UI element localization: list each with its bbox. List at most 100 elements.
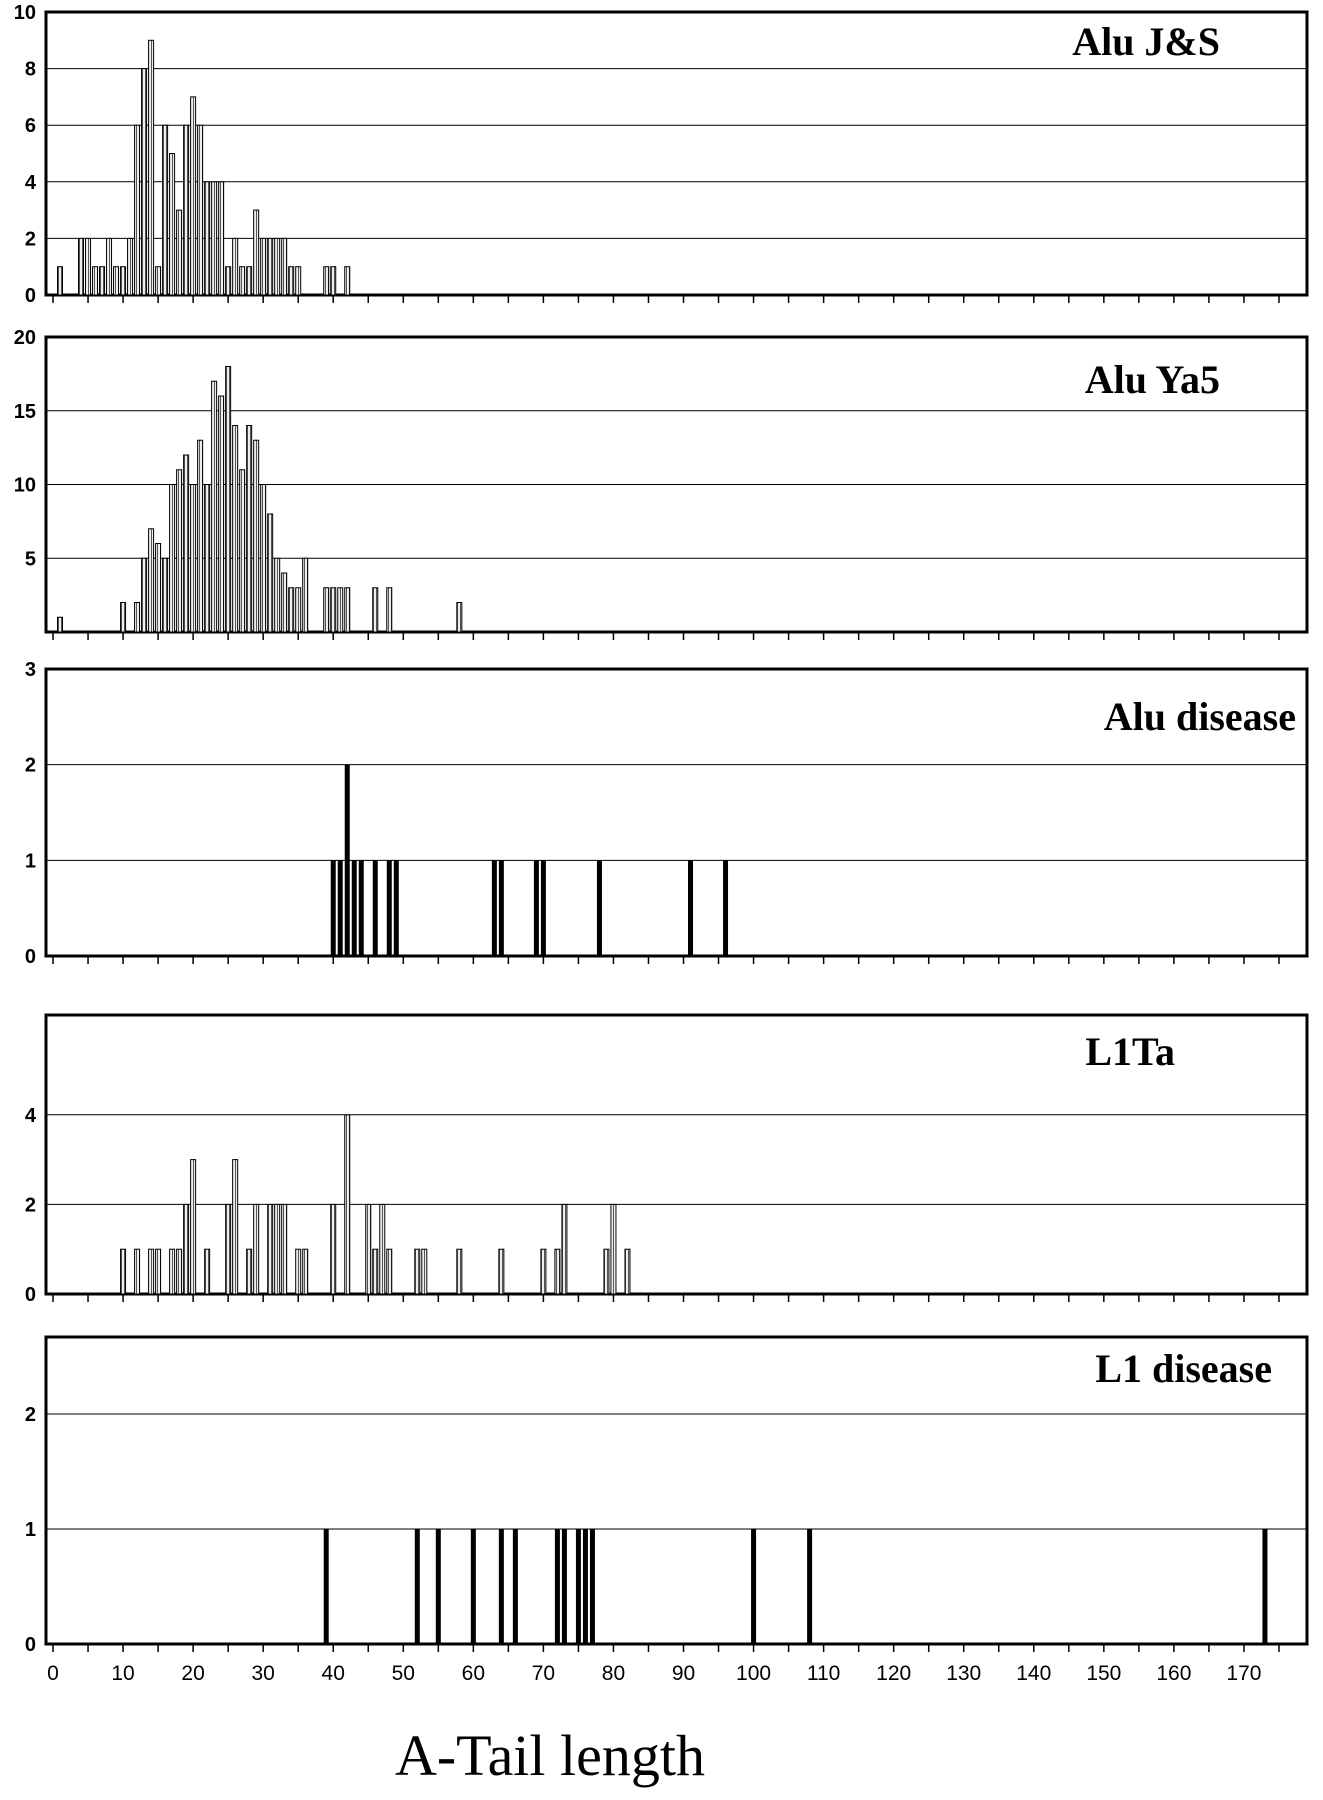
x-tick-label: 140 [1016,1662,1051,1685]
bar [120,266,127,296]
bar [127,237,134,296]
bar [274,1203,281,1295]
bar [155,543,162,633]
bar [204,181,211,296]
bar [323,587,330,633]
bar [288,266,295,296]
bar [688,860,694,956]
bar [330,266,337,296]
x-tick-label: 0 [47,1662,59,1685]
bar [281,1203,288,1295]
bar [190,484,197,633]
bar [113,266,120,296]
bar [372,860,378,956]
bar [295,1248,302,1295]
bar [78,237,85,296]
x-tick-label: 20 [181,1662,204,1685]
x-tick-label: 120 [876,1662,911,1685]
bar [281,237,288,296]
bar [204,1248,211,1295]
bar [344,764,350,956]
y-tick-label: 6 [25,115,36,137]
bar [260,237,267,296]
y-tick-label: 10 [14,2,36,24]
bar [148,528,155,633]
panel-1: 0 2 4 6 8 10 Alu J&S [14,2,1309,307]
x-axis-title: A-Tail length [395,1723,705,1788]
bar [330,860,336,956]
bar [379,1203,386,1295]
bar [169,1248,176,1295]
panel-title: L1Ta [1085,1029,1175,1074]
bar [232,425,239,633]
bar [330,1203,337,1295]
y-tick-label: 0 [25,1284,36,1306]
bar [372,587,379,633]
bar [540,1248,547,1295]
bar [155,1248,162,1295]
bar [470,1529,476,1644]
y-tick-label: 0 [25,946,36,968]
bar [225,1203,232,1295]
bar [134,124,141,296]
bar [561,1203,568,1295]
y-tick-label: 4 [25,172,37,194]
bar [1262,1529,1268,1644]
x-axis: 0 10 20 30 40 50 60 70 80 90 100 110 120 130 140 150 160… [47,1662,1261,1685]
bar [386,1248,393,1295]
bar [183,124,190,296]
bar [57,266,64,296]
bar [498,860,504,956]
bar [162,557,169,633]
x-tick-label: 10 [111,1662,134,1685]
bar [197,439,204,633]
bar [540,860,546,956]
bar [106,237,113,296]
bar [134,1248,141,1295]
bar [197,124,204,296]
y-tick-label: 15 [14,401,36,423]
y-tick-label: 5 [25,548,36,570]
bar [414,1529,420,1644]
bar [561,1529,567,1644]
x-tick-label: 110 [807,1662,840,1685]
bar [253,439,260,633]
y-tick-label: 2 [25,1194,36,1216]
bar [323,266,330,296]
bar [589,1529,595,1644]
y-tick-label: 4 [25,1105,37,1127]
bar [232,1159,239,1295]
plot-frame [44,1013,1309,1296]
bar [337,860,343,956]
bar [807,1529,813,1644]
bar [456,1248,463,1295]
bar [218,181,225,296]
y-tick-label: 2 [25,228,36,250]
y-tick-label: 20 [14,327,36,349]
bar [120,1248,127,1295]
panel-title: L1 disease [1095,1346,1272,1391]
bar [498,1248,505,1295]
bar [386,860,392,956]
bar [92,266,99,296]
bar [148,39,155,296]
bar [281,572,288,633]
bar [723,860,729,956]
bar [274,237,281,296]
panel-title: Alu Ya5 [1085,357,1220,402]
bar [176,209,183,296]
y-tick-label: 0 [25,285,36,307]
bar [351,860,357,956]
bar [372,1248,379,1295]
bar [225,366,232,633]
bar [344,1114,351,1295]
bar [239,266,246,296]
bar [751,1529,757,1644]
bar [344,587,351,633]
bar [302,1248,309,1295]
bar [85,237,92,296]
bar [414,1248,421,1295]
bar [162,124,169,296]
panel-title: Alu disease [1104,694,1296,739]
